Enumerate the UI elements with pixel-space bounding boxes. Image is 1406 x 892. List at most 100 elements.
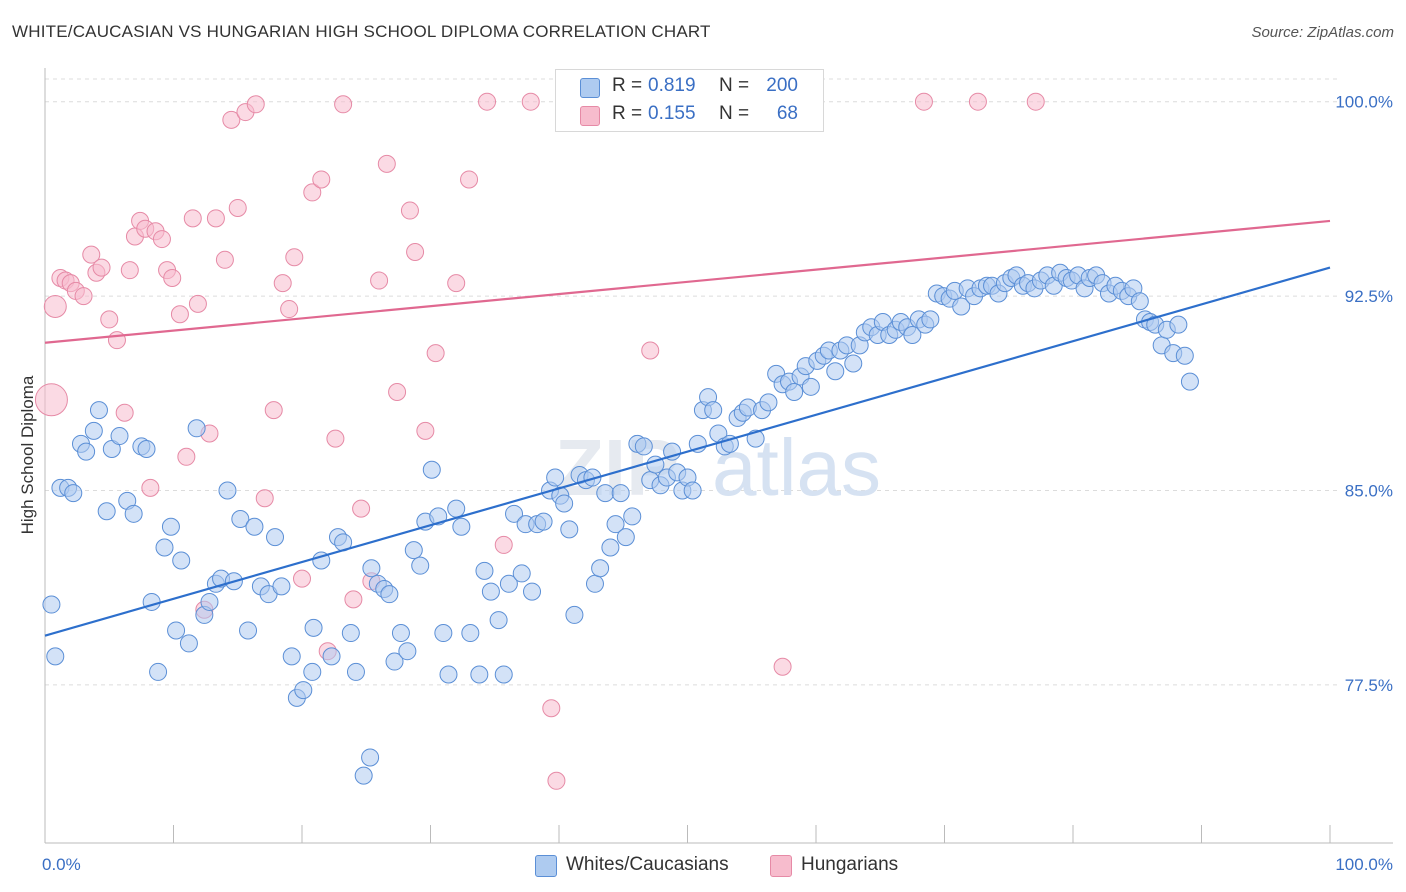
hungarians-point xyxy=(334,95,353,114)
whites-point xyxy=(385,652,404,671)
hungarians-trend-line xyxy=(44,219,1331,344)
whites-point xyxy=(398,642,417,661)
whites-point xyxy=(411,556,430,575)
whites-point xyxy=(231,510,250,529)
legend-label: Hungarians xyxy=(801,854,899,875)
whites-point xyxy=(84,421,103,440)
hungarians-point xyxy=(773,657,792,676)
whites-point xyxy=(42,595,61,614)
whites-point xyxy=(200,592,219,611)
y-tick-label: 77.5% xyxy=(1345,676,1393,695)
hungarians-point xyxy=(177,447,196,466)
whites-point xyxy=(826,362,845,381)
hungarians-point xyxy=(92,258,111,277)
hungarians-point xyxy=(370,271,389,290)
whites-point xyxy=(785,382,804,401)
blue-swatch xyxy=(580,78,600,98)
whites-point xyxy=(759,393,778,412)
series-legend: Whites/Caucasians Hungarians xyxy=(0,852,1406,878)
whites-point xyxy=(354,766,373,785)
whites-point xyxy=(704,401,723,420)
hungarians-point xyxy=(447,274,466,293)
hungarians-point xyxy=(34,383,68,417)
whites-point xyxy=(218,481,237,500)
n-label: N = xyxy=(719,103,750,124)
hungarians-point xyxy=(222,110,241,129)
whites-points xyxy=(42,263,1199,785)
chart-title: WHITE/CAUCASIAN VS HUNGARIAN HIGH SCHOOL… xyxy=(12,22,711,41)
whites-point xyxy=(555,494,574,513)
whites-point xyxy=(124,504,143,523)
whites-point xyxy=(560,520,579,539)
whites-point xyxy=(391,624,410,643)
n-value: 200 xyxy=(766,75,798,96)
whites-point xyxy=(801,377,820,396)
hungarians-points xyxy=(34,92,1045,790)
whites-point xyxy=(601,538,620,557)
whites-point xyxy=(97,502,116,521)
hungarians-point xyxy=(285,248,304,267)
hungarians-point xyxy=(344,590,363,609)
whites-point xyxy=(952,297,971,316)
whites-point xyxy=(110,427,129,446)
whites-point xyxy=(89,401,108,420)
hungarians-point xyxy=(280,300,299,319)
whites-point xyxy=(404,541,423,560)
pink-swatch xyxy=(770,855,792,877)
hungarians-point xyxy=(107,331,126,350)
source-label: Source: ZipAtlas.com xyxy=(1251,24,1394,41)
stats-row-hungarians: R = 0.155 N = 68 xyxy=(556,101,823,127)
hungarians-point xyxy=(326,429,345,448)
hungarians-point xyxy=(273,274,292,293)
whites-point xyxy=(546,468,565,487)
trend-lines xyxy=(44,219,1331,637)
hungarians-point xyxy=(460,170,479,189)
whites-point xyxy=(494,665,513,684)
hungarians-point xyxy=(521,92,540,111)
grid-lines xyxy=(45,78,1340,686)
whites-point xyxy=(565,605,584,624)
hungarians-point xyxy=(100,310,119,329)
whites-point xyxy=(452,517,471,536)
whites-point xyxy=(362,559,381,578)
whites-trend-line xyxy=(44,266,1331,637)
whites-point xyxy=(322,647,341,666)
whites-point xyxy=(512,564,531,583)
hungarians-point xyxy=(141,478,160,497)
whites-point xyxy=(245,517,264,536)
whites-point xyxy=(434,624,453,643)
n-label: N = xyxy=(719,75,750,96)
whites-point xyxy=(46,647,65,666)
hungarians-point xyxy=(115,403,134,422)
hungarians-point xyxy=(478,92,497,111)
hungarians-point xyxy=(43,294,67,318)
whites-point xyxy=(304,618,323,637)
r-label: R = xyxy=(612,103,643,124)
whites-point xyxy=(161,517,180,536)
hungarians-point xyxy=(303,183,322,202)
whites-point xyxy=(461,624,480,643)
whites-point xyxy=(1175,346,1194,365)
whites-point xyxy=(921,310,940,329)
hungarians-point xyxy=(74,287,93,306)
whites-point xyxy=(1130,292,1149,311)
whites-point xyxy=(266,528,285,547)
hungarians-point xyxy=(494,535,513,554)
whites-point xyxy=(903,325,922,344)
whites-point xyxy=(294,681,313,700)
watermark-atlas: atlas xyxy=(712,423,881,512)
whites-point xyxy=(505,504,524,523)
hungarians-point xyxy=(312,170,331,189)
whites-point xyxy=(634,437,653,456)
hungarians-point xyxy=(215,250,234,269)
hungarians-point xyxy=(426,344,445,363)
hungarians-point xyxy=(968,92,987,111)
hungarians-point xyxy=(264,401,283,420)
hungarians-point xyxy=(188,294,207,313)
whites-point xyxy=(591,559,610,578)
hungarians-point xyxy=(170,305,189,324)
whites-point xyxy=(303,662,322,681)
hungarians-point xyxy=(377,154,396,173)
whites-point xyxy=(172,551,191,570)
whites-point xyxy=(149,662,168,681)
